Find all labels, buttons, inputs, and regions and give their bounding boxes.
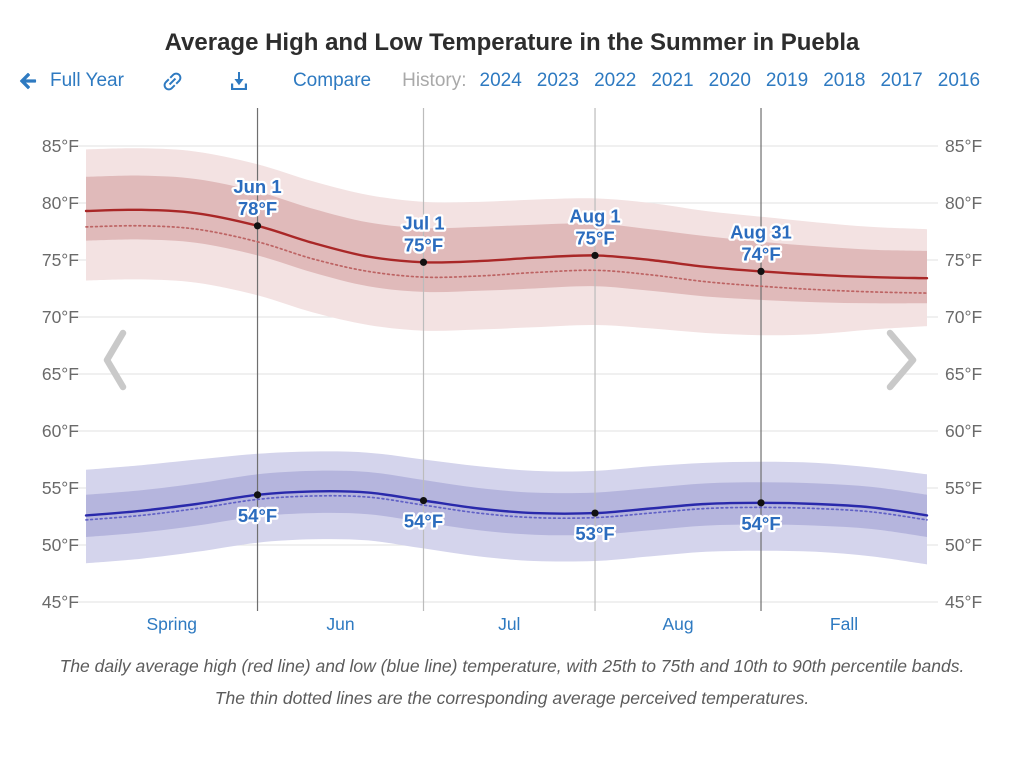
y-axis-label-right: 55°F (945, 478, 982, 498)
data-point-marker-low-jul-1 (419, 496, 428, 505)
y-axis-label-left: 75°F (42, 250, 79, 270)
line-high-mean (84, 208, 929, 280)
full-year-label: Full Year (50, 70, 124, 91)
annotation-value-high-jun-1: 78°F (238, 198, 277, 219)
history-year-2017[interactable]: 2017 (880, 70, 923, 91)
back-arrow-icon (19, 72, 37, 90)
band-low-inner (86, 470, 927, 537)
data-point-marker-high-jul-1 (419, 258, 428, 266)
x-axis-label-fall[interactable]: Fall (830, 614, 858, 634)
temperature-chart[interactable]: 45°F 45°F 50°F 50°F 55°F 55°F 60°F 60°F 65°F 65°F… (0, 100, 1024, 648)
y-axis-label-right: 45°F (945, 592, 982, 612)
y-axis-labels: 45°F 45°F 50°F 50°F 55°F 55°F 60°F 60°F 65°F 65°F… (42, 136, 982, 612)
y-axis-label-left: 85°F (42, 136, 79, 156)
data-point-marker-high-aug-1 (591, 251, 599, 260)
annotation-date-high-aug-1: Aug 1 (569, 205, 620, 226)
annotation-value-low-aug-31: 54°F (741, 513, 780, 534)
line-low-mean (84, 489, 929, 517)
x-axis-label-spring[interactable]: Spring (146, 614, 197, 634)
annotation-date-high-aug-31: Aug 31 (730, 221, 792, 242)
history-years: 2024 2023 2022 2021 2020 2019 2018 2017 2016 (480, 70, 981, 92)
y-axis-label-left: 45°F (42, 592, 79, 612)
annotation-value-high-jul-1: 75°F (404, 234, 443, 255)
history-year-2016[interactable]: 2016 (937, 70, 981, 91)
annotation-value-high-aug-31: 74°F (741, 243, 780, 264)
compare-link[interactable]: Compare (292, 70, 372, 91)
y-axis-label-left: 65°F (42, 364, 79, 384)
data-point-marker-low-aug-31 (757, 499, 765, 507)
y-axis-label-left: 80°F (42, 193, 79, 213)
annotation-date-high-jul-1: Jul 1 (402, 212, 444, 233)
page-title: Average High and Low Temperature in the … (164, 29, 860, 56)
history-year-2021[interactable]: 2021 (651, 70, 694, 91)
prev-season-button[interactable] (103, 329, 127, 391)
annotation-date-high-jun-1: Jun 1 (233, 176, 281, 197)
link-icon (163, 72, 182, 90)
line-high-perceived (85, 224, 928, 294)
x-axis-label-jul[interactable]: Jul (498, 614, 520, 634)
data-point-marker-high-aug-31 (757, 267, 765, 275)
copy-link-button[interactable] (160, 69, 185, 94)
data-point-marker-low-jun-1 (253, 491, 262, 499)
annotation-value-low-aug-1: 53°F (575, 523, 614, 544)
y-axis-label-right: 65°F (945, 364, 982, 384)
date-gridlines (256, 108, 762, 611)
y-axis-label-left: 70°F (42, 307, 79, 327)
download-icon (230, 72, 247, 90)
y-axis-label-right: 80°F (945, 193, 982, 213)
full-year-link[interactable]: Full Year (15, 70, 124, 92)
chart-caption: The daily average high (red line) and lo… (59, 656, 965, 709)
annotation-value-low-jun-1: 54°F (238, 505, 277, 526)
history-year-2020[interactable]: 2020 (708, 70, 751, 91)
y-axis-label-left: 55°F (42, 478, 79, 498)
annotation-value-high-aug-1: 75°F (575, 227, 614, 248)
line-low-perceived (85, 494, 928, 521)
history-label: History: (402, 70, 467, 91)
annotation-value-low-jul-1: 54°F (404, 511, 443, 532)
y-axis-label-right: 85°F (945, 136, 982, 156)
next-season-button[interactable] (886, 329, 917, 391)
y-axis-label-right: 70°F (945, 307, 982, 327)
y-axis-label-right: 50°F (945, 535, 982, 555)
history-year-2019[interactable]: 2019 (765, 70, 809, 91)
band-high-inner (86, 175, 927, 304)
data-point-marker-low-aug-1 (591, 509, 599, 517)
history-year-2023[interactable]: 2023 (536, 70, 580, 91)
download-button[interactable] (227, 69, 251, 93)
y-axis-label-left: 50°F (42, 535, 79, 555)
y-axis-label-right: 60°F (945, 421, 982, 441)
x-axis-label-aug[interactable]: Aug (662, 614, 693, 634)
y-axis-label-left: 60°F (42, 421, 79, 441)
x-axis-label-jun[interactable]: Jun (326, 614, 354, 634)
y-axis-label-right: 75°F (945, 250, 982, 270)
data-point-marker-high-jun-1 (253, 222, 262, 230)
history-year-2024[interactable]: 2024 (479, 70, 522, 91)
toolbar: Full Year Compare History: 2024 2023 2022 2… (0, 57, 1024, 96)
history-year-2022[interactable]: 2022 (594, 70, 637, 91)
history-year-2018[interactable]: 2018 (823, 70, 866, 91)
